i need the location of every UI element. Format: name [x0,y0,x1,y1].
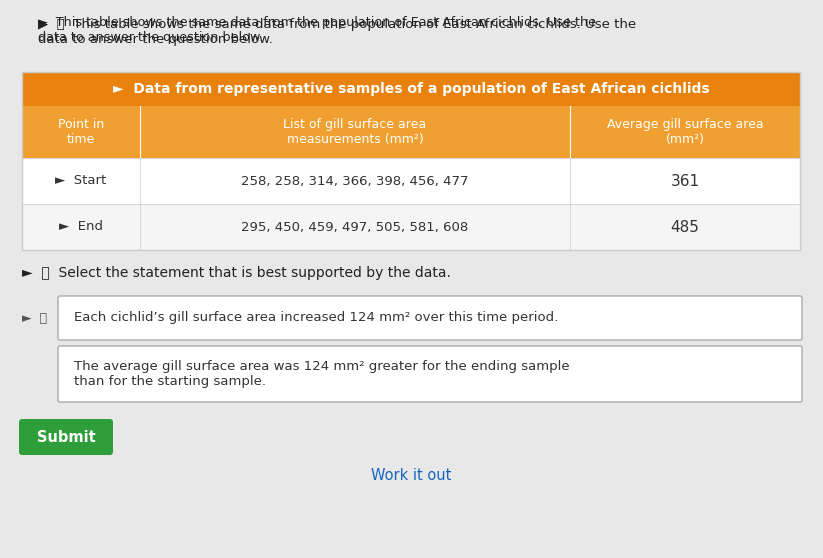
Text: ►  📸: ► 📸 [22,311,47,325]
FancyBboxPatch shape [58,296,802,340]
Text: ►️  Data from representative samples of a population of East African cichlids: ►️ Data from representative samples of a… [113,82,709,96]
Text: Each cichlid’s gill surface area increased 124 mm² over this time period.: Each cichlid’s gill surface area increas… [74,311,558,325]
Bar [22,204,800,250]
Text: 295, 450, 459, 497, 505, 581, 608: 295, 450, 459, 497, 505, 581, 608 [241,220,468,233]
Text: The average gill surface area was 124 mm² greater for the ending sample
than for: The average gill surface area was 124 mm… [74,360,570,388]
Text: ▶️  📸  This table shows the same data from the population of East African cichli: ▶️ 📸 This table shows the same data from… [38,18,636,46]
Text: List of gill surface area
measurements (mm²): List of gill surface area measurements (… [283,118,426,146]
Text: ►️  This table shows the same data from the population of East African cichlids.: ►️ This table shows the same data from t… [38,16,596,44]
FancyBboxPatch shape [58,346,802,402]
Text: Average gill surface area
(mm²): Average gill surface area (mm²) [607,118,763,146]
Text: ►  Start: ► Start [55,175,107,187]
Text: Submit: Submit [37,430,95,445]
Text: 258, 258, 314, 366, 398, 456, 477: 258, 258, 314, 366, 398, 456, 477 [241,175,469,187]
FancyBboxPatch shape [19,419,113,455]
Text: ►  End: ► End [59,220,103,233]
Bar [22,158,800,204]
Text: 485: 485 [671,219,700,234]
Text: Point in
time: Point in time [58,118,105,146]
Text: 361: 361 [671,174,700,189]
Bar [22,72,800,250]
Text: Work it out: Work it out [371,468,452,483]
Bar [22,106,800,158]
Bar [22,72,800,106]
Text: ►️  📸  Select the statement that is best supported by the data.: ►️ 📸 Select the statement that is best s… [22,266,451,280]
